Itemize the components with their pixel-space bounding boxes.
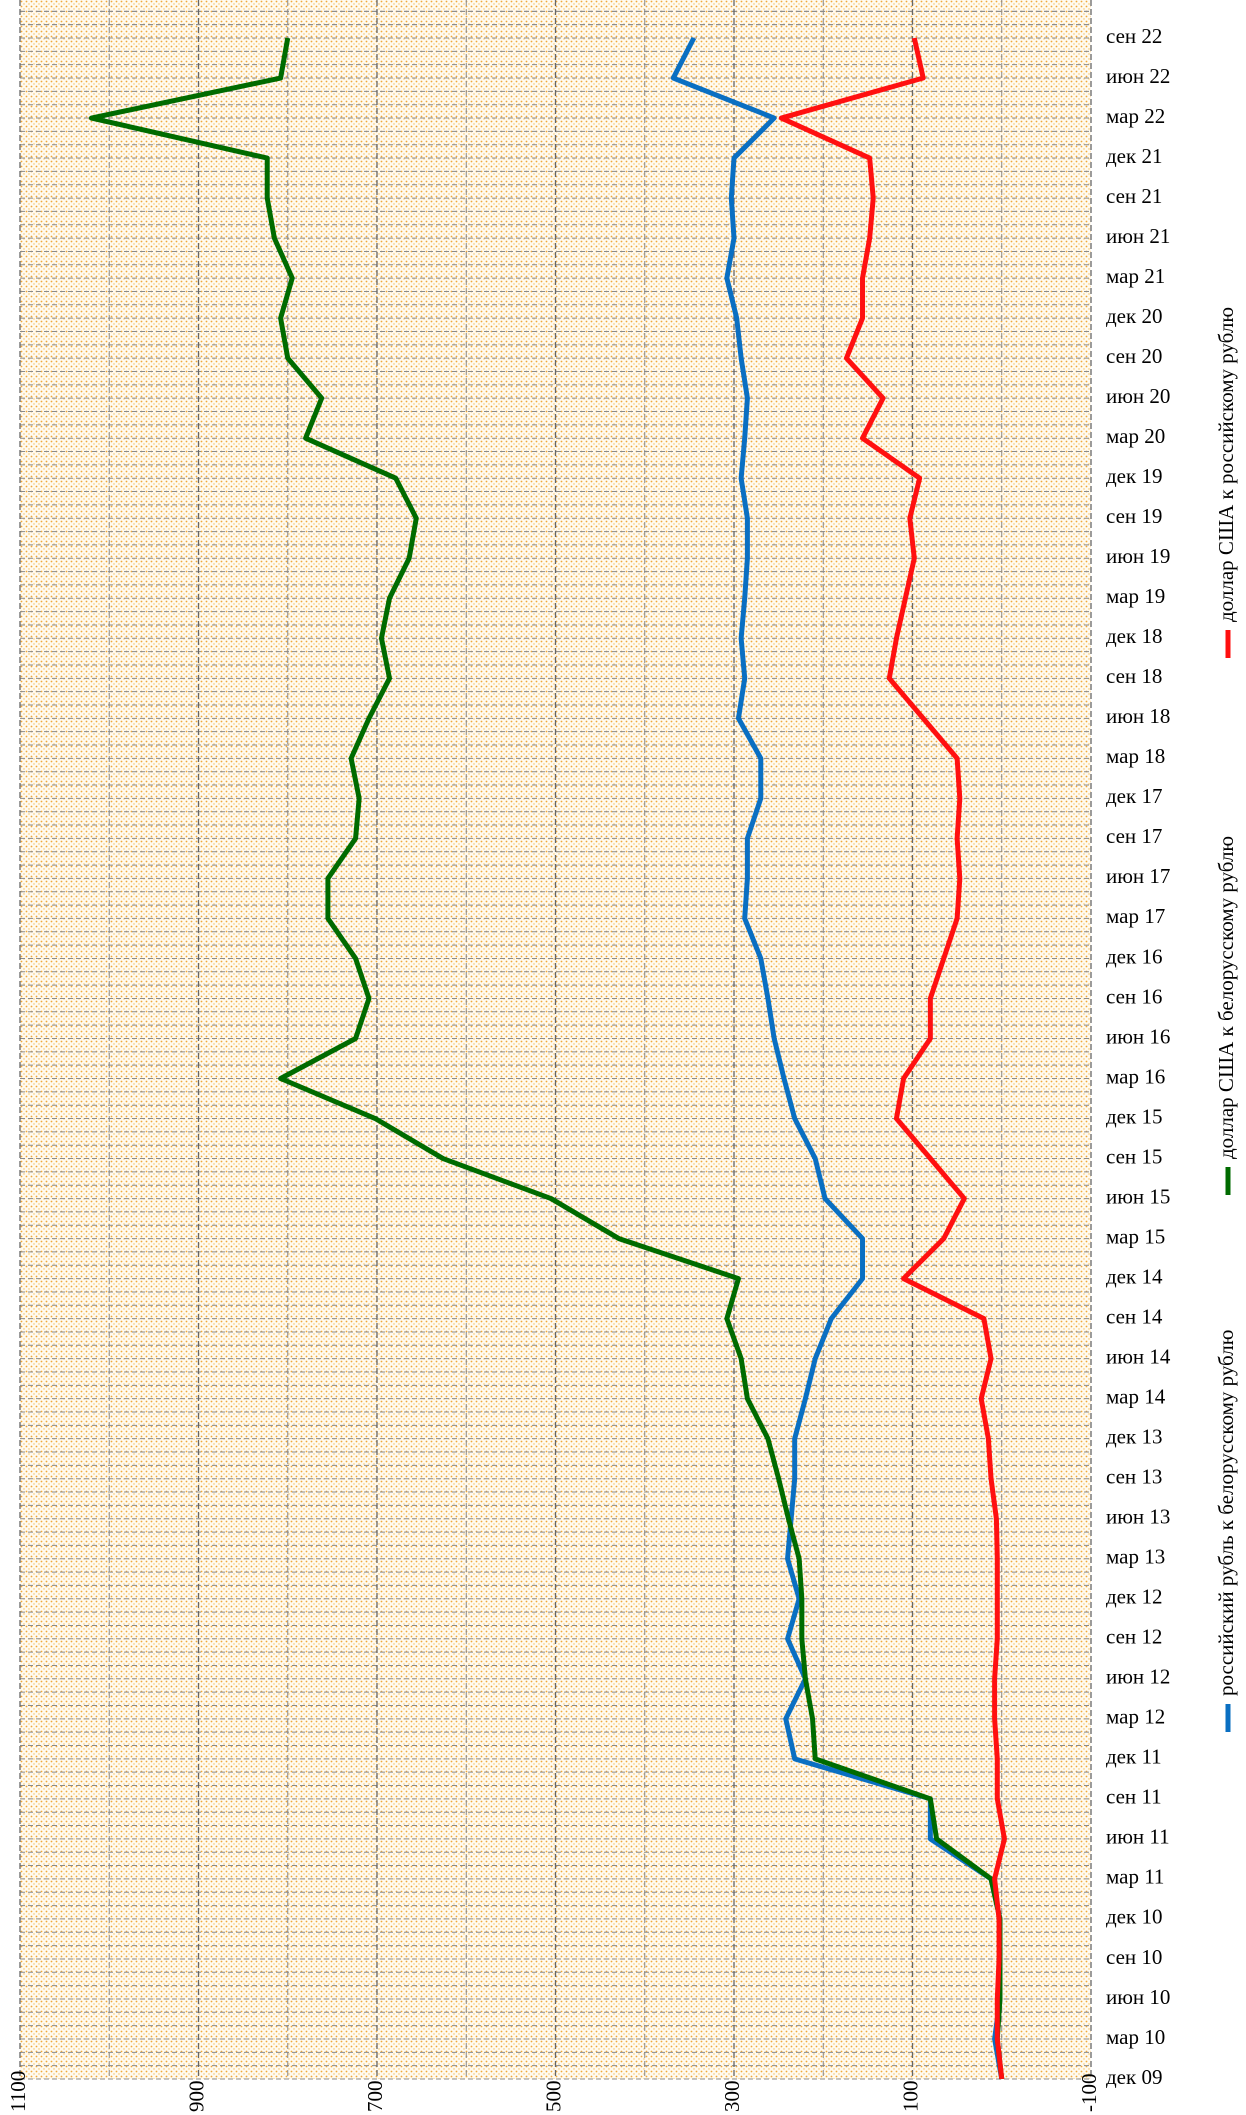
legend-label: доллар США к российскому рублю (1214, 307, 1238, 622)
y-tick-label: сен 19 (1106, 504, 1162, 528)
y-tick-label: сен 16 (1106, 984, 1162, 1008)
y-tick-label: июн 13 (1106, 1505, 1170, 1529)
y-tick-label: июн 22 (1106, 64, 1170, 88)
y-tick-label: дек 17 (1106, 784, 1162, 808)
y-tick-label: мар 11 (1106, 1865, 1164, 1889)
y-tick-label: июн 18 (1106, 704, 1170, 728)
y-tick-label: мар 18 (1106, 744, 1165, 768)
y-tick-label: дек 09 (1106, 2065, 1162, 2089)
y-tick-label: дек 18 (1106, 624, 1162, 648)
legend-label: доллар США к белорусскому рублю (1214, 836, 1238, 1159)
x-tick-label: 900 (184, 2081, 208, 2113)
y-tick-label: мар 14 (1106, 1384, 1166, 1408)
y-tick-label: дек 19 (1106, 464, 1162, 488)
y-tick-label: дек 21 (1106, 144, 1162, 168)
marks (88, 36, 1007, 2080)
y-tick-label: сен 22 (1106, 24, 1162, 48)
labels: 1100 900 700 500 300 100 -100 дек 09 мар 10 июн 1… (6, 24, 1238, 2112)
y-tick-label: мар 19 (1106, 584, 1165, 608)
y-tick-label: июн 19 (1106, 544, 1170, 568)
y-tick-label: июн 15 (1106, 1184, 1170, 1208)
y-tick-label: июн 17 (1106, 864, 1170, 888)
y-tick-label: дек 10 (1106, 1905, 1162, 1929)
y-tick-label: сен 18 (1106, 664, 1162, 688)
y-tick-label: дек 16 (1106, 944, 1162, 968)
y-tick-label: июн 12 (1106, 1665, 1170, 1689)
y-tick-label: дек 15 (1106, 1104, 1162, 1128)
y-tick-label: сен 17 (1106, 824, 1162, 848)
series-line (670, 36, 1005, 2080)
y-tick-label: сен 14 (1106, 1304, 1163, 1328)
y-tick-label: мар 21 (1106, 264, 1165, 288)
y-tick-label: мар 16 (1106, 1064, 1165, 1088)
grid (19, 0, 1092, 2080)
y-tick-label: июн 11 (1106, 1825, 1170, 1849)
y-tick-label: мар 22 (1106, 104, 1165, 128)
legend-label: российский рубль к белорусскому рублю (1214, 1330, 1238, 1696)
y-tick-label: мар 20 (1106, 424, 1165, 448)
y-tick-label: дек 20 (1106, 304, 1162, 328)
y-tick-label: мар 13 (1106, 1545, 1165, 1569)
x-tick-label: 100 (898, 2081, 922, 2113)
series-line (778, 37, 1007, 2080)
series-line (88, 37, 1005, 2080)
y-tick-label: июн 10 (1106, 1985, 1170, 2009)
y-tick-label: июн 21 (1106, 224, 1170, 248)
y-tick-label: сен 15 (1106, 1144, 1162, 1168)
y-tick-label: мар 17 (1106, 904, 1165, 928)
y-tick-label: сен 21 (1106, 184, 1162, 208)
y-tick-label: дек 13 (1106, 1424, 1162, 1448)
y-tick-label: сен 12 (1106, 1625, 1162, 1649)
y-tick-label: июн 20 (1106, 384, 1170, 408)
y-tick-label: дек 12 (1106, 1585, 1162, 1609)
y-tick-label: мар 15 (1106, 1224, 1165, 1248)
y-tick-label: июн 16 (1106, 1024, 1170, 1048)
y-tick-label: дек 11 (1106, 1745, 1162, 1769)
y-tick-label: сен 20 (1106, 344, 1162, 368)
x-tick-label: 300 (720, 2081, 744, 2113)
x-tick-label: 700 (363, 2081, 387, 2113)
y-tick-label: мар 10 (1106, 2025, 1165, 2049)
x-tick-label: -100 (1077, 2074, 1101, 2113)
y-tick-label: мар 12 (1106, 1705, 1165, 1729)
y-tick-label: сен 11 (1106, 1785, 1162, 1809)
y-tick-label: июн 14 (1106, 1344, 1171, 1368)
x-tick-label: 500 (541, 2081, 565, 2113)
y-tick-label: дек 14 (1106, 1264, 1163, 1288)
y-tick-label: сен 13 (1106, 1465, 1162, 1489)
x-tick-label: 1100 (6, 2071, 30, 2112)
y-tick-label: сен 10 (1106, 1945, 1162, 1969)
